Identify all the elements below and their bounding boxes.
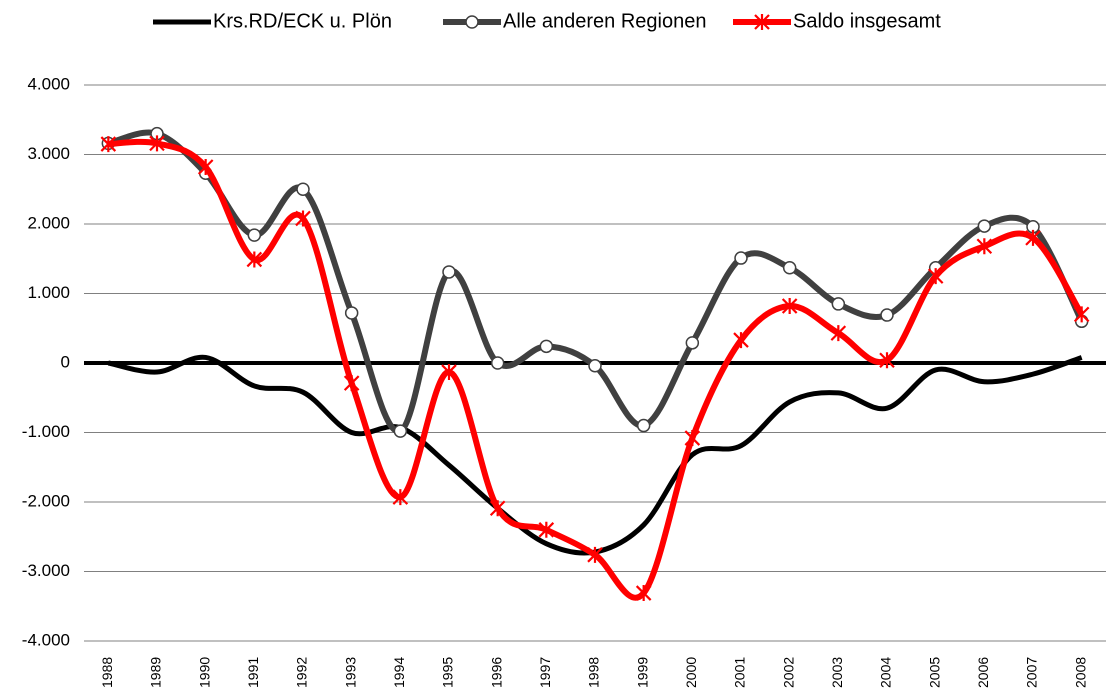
x-tick-label: 1996 (488, 657, 504, 688)
point-marker (879, 352, 895, 369)
point-marker (782, 261, 797, 275)
y-tick-label: 3.000 (27, 144, 70, 163)
point-marker (149, 135, 165, 152)
point-marker (587, 546, 603, 563)
y-tick-label: 4.000 (27, 74, 70, 93)
point-marker (465, 15, 479, 29)
point-marker (880, 308, 894, 322)
point-marker (977, 219, 992, 233)
x-tick-label: 1993 (342, 657, 358, 688)
legend-item: Krs.RD/ECK u. Plön (153, 10, 392, 32)
x-tick-label: 2000 (683, 657, 699, 688)
x-tick-label: 2003 (829, 657, 845, 688)
series-line (108, 138, 1085, 601)
point-marker (343, 375, 360, 392)
x-tick-label: 1992 (294, 657, 310, 688)
x-tick-label: 2008 (1072, 657, 1088, 688)
point-marker (927, 268, 944, 285)
y-tick-label: -3.000 (22, 561, 70, 580)
point-marker (393, 424, 408, 438)
point-marker (247, 228, 262, 242)
y-tick-label: 1.000 (27, 283, 70, 302)
point-marker (344, 306, 359, 320)
x-tick-label: 1991 (245, 657, 261, 688)
point-marker (588, 359, 602, 373)
x-tick-label: 1997 (537, 657, 553, 688)
legend-item: Saldo insgesamt (733, 10, 941, 32)
x-tick-label: 2006 (975, 657, 991, 688)
point-marker (733, 332, 749, 349)
point-marker (538, 521, 555, 538)
y-tick-label: 0 (61, 352, 70, 371)
point-marker (100, 136, 117, 153)
point-marker (442, 265, 456, 279)
legend-item: Alle anderen Regionen (443, 10, 707, 32)
series-line (107, 129, 1085, 435)
x-tick-label: 2001 (732, 657, 748, 688)
point-marker (684, 430, 701, 447)
x-tick-label: 1988 (99, 657, 115, 688)
point-marker (490, 356, 505, 370)
point-marker (1073, 306, 1090, 323)
point-marker (831, 297, 846, 311)
y-tick-label: -4.000 (22, 630, 70, 649)
point-marker (441, 364, 457, 381)
point-marker (685, 336, 700, 350)
point-marker (754, 14, 770, 30)
point-marker (489, 500, 506, 517)
point-marker (392, 489, 409, 506)
y-tick-label: -1.000 (22, 422, 70, 441)
legend-label: Alle anderen Regionen (503, 10, 707, 32)
y-tick-label: 2.000 (27, 213, 70, 232)
point-marker (295, 210, 311, 227)
x-tick-label: 1990 (196, 657, 212, 688)
legend-label: Saldo insgesamt (793, 10, 941, 32)
point-marker (976, 238, 993, 255)
point-marker (539, 339, 554, 354)
x-tick-label: 2007 (1024, 657, 1040, 688)
x-tick-label: 2005 (926, 657, 942, 688)
point-marker (781, 298, 798, 315)
x-tick-label: 1994 (391, 657, 407, 688)
point-marker (830, 325, 847, 342)
x-tick-label: 1989 (148, 657, 164, 688)
x-tick-label: 1995 (440, 657, 456, 688)
y-tick-label: -2.000 (22, 491, 70, 510)
point-marker (1025, 229, 1041, 246)
point-marker (734, 251, 748, 265)
series-line (107, 354, 1083, 556)
point-marker (246, 251, 263, 268)
point-marker (197, 159, 214, 176)
legend-label: Krs.RD/ECK u. Plön (213, 10, 392, 32)
point-marker (635, 585, 652, 602)
point-marker (296, 182, 310, 196)
x-tick-label: 2002 (780, 657, 796, 688)
x-tick-label: 1999 (634, 657, 650, 688)
point-marker (636, 418, 651, 433)
x-tick-label: 2004 (878, 657, 894, 688)
x-tick-label: 1998 (586, 657, 602, 688)
